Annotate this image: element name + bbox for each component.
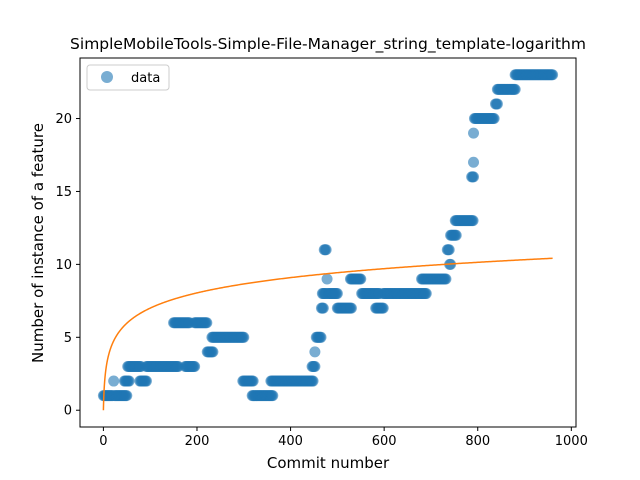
y-axis: 0 5 10 15 20 (55, 112, 80, 419)
x-tick-label: 400 (278, 434, 303, 449)
data-point (331, 288, 343, 300)
legend: data (86, 64, 170, 91)
data-point (345, 302, 357, 314)
plot-frame (79, 57, 577, 428)
data-point (207, 346, 219, 358)
data-point (355, 273, 367, 285)
series-line-fit (102, 257, 553, 411)
data-point (317, 302, 329, 314)
y-tick-label: 20 (55, 112, 72, 127)
data-point (140, 375, 152, 387)
legend-label-data: data (131, 71, 160, 86)
chart-title: SimpleMobileTools-Simple-File-Manager_st… (70, 35, 586, 54)
data-point (189, 360, 201, 372)
x-tick-label: 600 (372, 434, 397, 449)
data-point (468, 127, 480, 139)
x-axis: 0 200 400 600 800 1000 (99, 427, 588, 449)
data-point (247, 375, 259, 387)
data-point (440, 273, 452, 285)
data-point (309, 360, 321, 372)
data-point (509, 83, 521, 95)
y-tick-label: 5 (64, 331, 72, 346)
x-tick-label: 800 (465, 434, 490, 449)
y-axis-label: Number of instance of a feature (29, 123, 47, 363)
x-tick-label: 1000 (555, 434, 588, 449)
data-point (201, 317, 213, 329)
data-point (307, 375, 319, 387)
y-tick-label: 0 (64, 404, 72, 419)
data-point (443, 244, 455, 256)
data-point (320, 244, 332, 256)
legend-marker-data (101, 71, 113, 83)
data-point (420, 288, 432, 300)
data-point (468, 171, 480, 183)
x-tick-label: 200 (185, 434, 210, 449)
x-axis-label: Commit number (267, 454, 390, 472)
y-tick-label: 10 (55, 258, 72, 273)
data-point (488, 113, 500, 125)
data-point (321, 273, 333, 285)
x-tick-label: 0 (99, 434, 107, 449)
data-point (450, 229, 462, 241)
data-points (97, 69, 559, 402)
data-point (123, 375, 135, 387)
data-point (309, 346, 321, 358)
data-point (547, 69, 559, 81)
data-point (121, 390, 133, 402)
data-point (491, 98, 503, 110)
data-point (468, 156, 480, 168)
data-point (377, 302, 389, 314)
y-tick-label: 15 (55, 185, 72, 200)
data-point (238, 331, 250, 343)
data-point (108, 375, 120, 387)
data-point (467, 215, 479, 227)
data-point (315, 331, 327, 343)
data-point (267, 390, 279, 402)
